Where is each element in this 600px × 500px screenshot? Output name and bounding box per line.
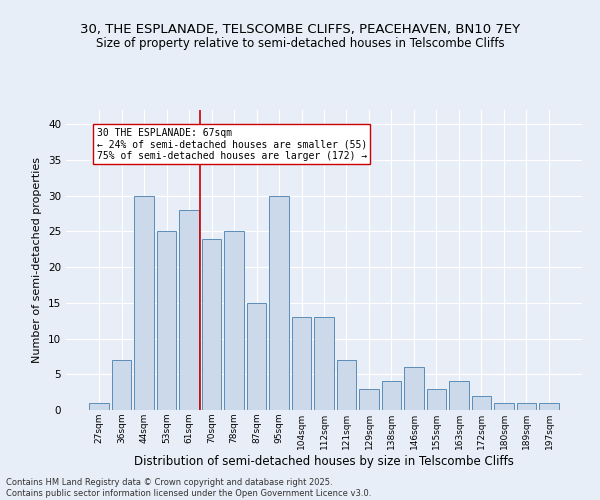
- Bar: [539, 403, 559, 410]
- Bar: [134, 196, 154, 410]
- Bar: [517, 403, 536, 410]
- Bar: [472, 396, 491, 410]
- X-axis label: Distribution of semi-detached houses by size in Telscombe Cliffs: Distribution of semi-detached houses by …: [134, 454, 514, 468]
- Bar: [269, 196, 289, 410]
- Bar: [382, 382, 401, 410]
- Bar: [224, 232, 244, 410]
- Text: 30 THE ESPLANADE: 67sqm
← 24% of semi-detached houses are smaller (55)
75% of se: 30 THE ESPLANADE: 67sqm ← 24% of semi-de…: [97, 128, 367, 161]
- Bar: [337, 360, 356, 410]
- Bar: [112, 360, 131, 410]
- Bar: [202, 238, 221, 410]
- Bar: [404, 367, 424, 410]
- Bar: [292, 317, 311, 410]
- Bar: [449, 382, 469, 410]
- Text: 30, THE ESPLANADE, TELSCOMBE CLIFFS, PEACEHAVEN, BN10 7EY: 30, THE ESPLANADE, TELSCOMBE CLIFFS, PEA…: [80, 22, 520, 36]
- Bar: [179, 210, 199, 410]
- Bar: [427, 388, 446, 410]
- Text: Size of property relative to semi-detached houses in Telscombe Cliffs: Size of property relative to semi-detach…: [95, 38, 505, 51]
- Text: Contains HM Land Registry data © Crown copyright and database right 2025.
Contai: Contains HM Land Registry data © Crown c…: [6, 478, 371, 498]
- Bar: [314, 317, 334, 410]
- Bar: [359, 388, 379, 410]
- Bar: [247, 303, 266, 410]
- Bar: [89, 403, 109, 410]
- Bar: [157, 232, 176, 410]
- Bar: [494, 403, 514, 410]
- Y-axis label: Number of semi-detached properties: Number of semi-detached properties: [32, 157, 43, 363]
